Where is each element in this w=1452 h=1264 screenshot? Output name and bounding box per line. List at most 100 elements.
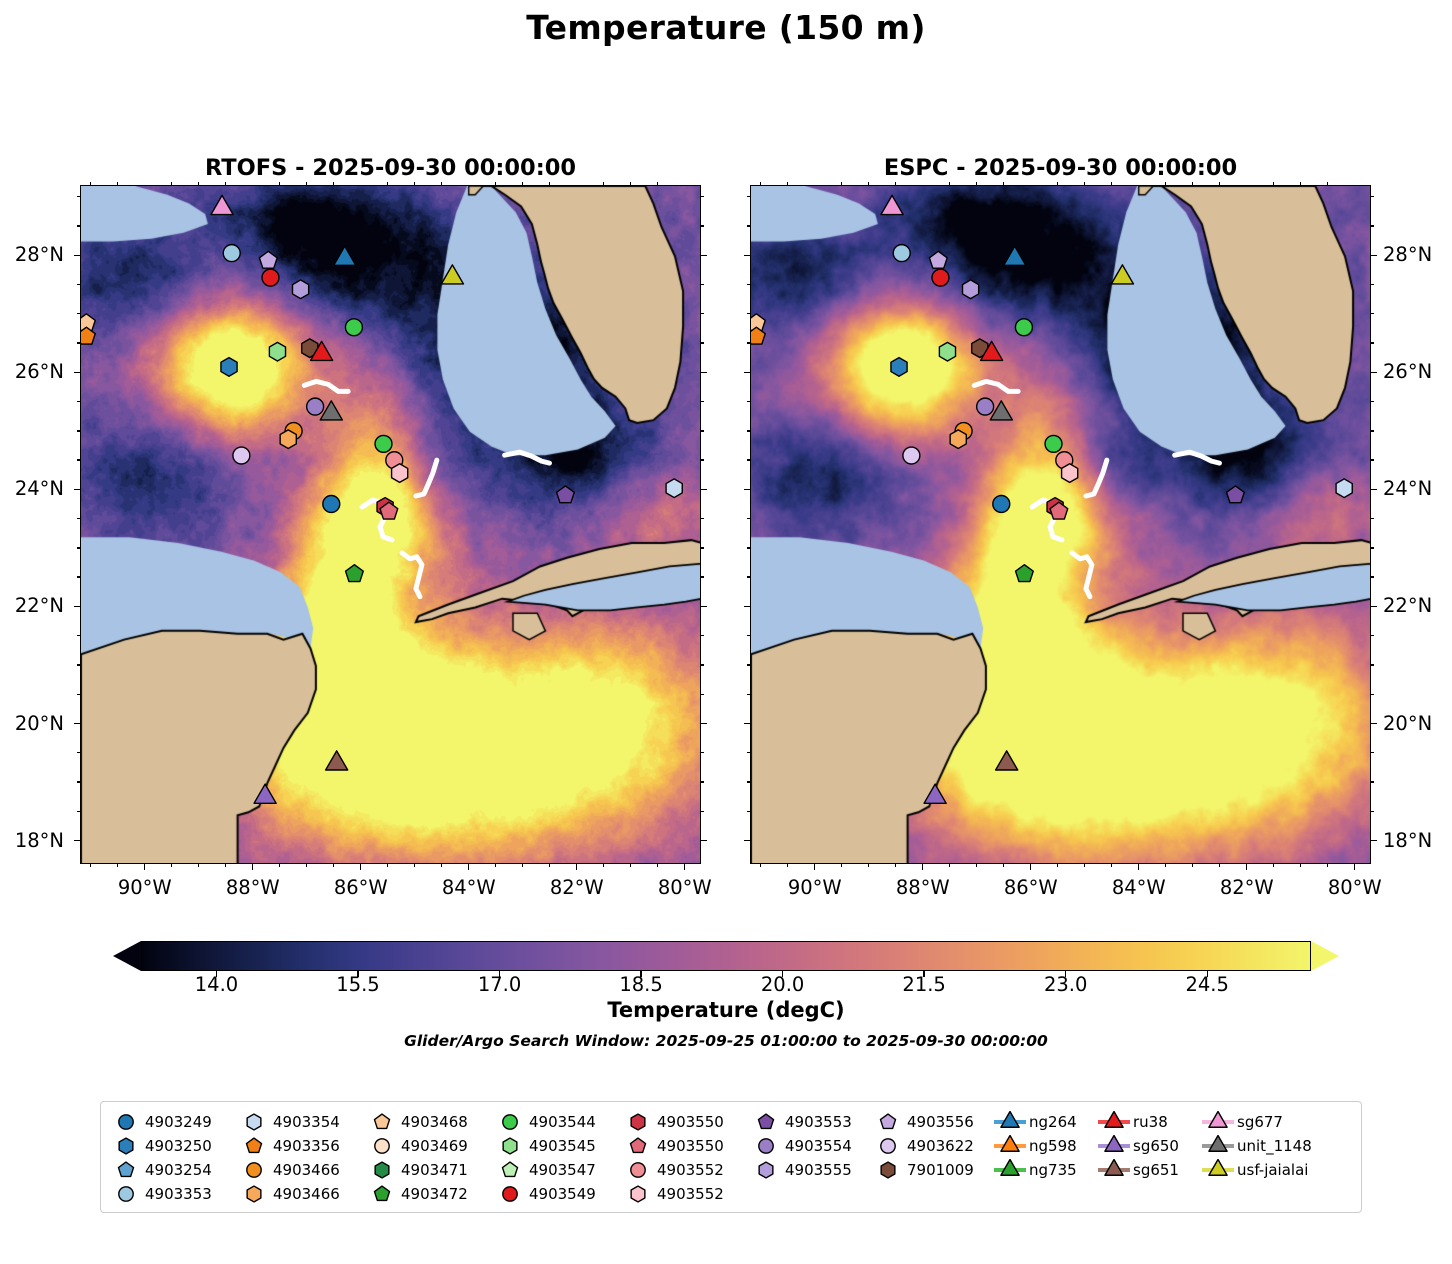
legend-entry-sg650[interactable]: sg650 xyxy=(1097,1134,1201,1158)
map-marker-4903553[interactable] xyxy=(555,485,575,504)
legend-entry-4903556[interactable]: 4903556 xyxy=(871,1110,993,1134)
legend-entry-4903466[interactable]: 4903466 xyxy=(237,1182,365,1206)
map-marker-4903472[interactable] xyxy=(344,564,364,583)
lat-minor-tick xyxy=(1371,664,1374,666)
map-marker-4903356[interactable] xyxy=(81,326,96,345)
legend-entry-4903553[interactable]: 4903553 xyxy=(749,1110,871,1134)
map-marker-ru38[interactable] xyxy=(979,340,1004,362)
map-marker-4903552b[interactable] xyxy=(1060,463,1079,484)
map-marker-4903249[interactable] xyxy=(322,494,341,514)
legend-entry-4903547[interactable]: 4903547 xyxy=(493,1158,621,1182)
map-marker-4903550b[interactable] xyxy=(379,501,399,520)
map-marker-4903549[interactable] xyxy=(931,268,950,287)
map-marker-sg677[interactable] xyxy=(210,194,234,216)
legend-entry-4903356[interactable]: 4903356 xyxy=(237,1134,365,1158)
map-marker-usf-jaialai[interactable] xyxy=(1110,264,1135,285)
legend-entry-4903552[interactable]: 4903552 xyxy=(621,1182,749,1206)
map-marker-4903472[interactable] xyxy=(1014,564,1034,583)
map-marker-4903554[interactable] xyxy=(975,397,995,416)
map-marker-4903354[interactable] xyxy=(1335,478,1353,499)
legend-entry-4903550[interactable]: 4903550 xyxy=(621,1134,749,1158)
map-marker-4903556[interactable] xyxy=(928,250,948,269)
map-marker-4903554[interactable] xyxy=(305,397,325,416)
legend-entry-4903353[interactable]: 4903353 xyxy=(109,1182,237,1206)
legend-entry-4903469[interactable]: 4903469 xyxy=(365,1134,493,1158)
lon-minor-tick xyxy=(117,864,119,867)
lat-minor-tick xyxy=(1371,459,1374,461)
legend-entry-usf-jaialai[interactable]: usf-jaialai xyxy=(1201,1158,1313,1182)
map-marker-4903249[interactable] xyxy=(992,494,1011,514)
map-marker-4903549[interactable] xyxy=(261,268,280,287)
map-marker-4903544b[interactable] xyxy=(1044,434,1063,454)
map-marker-4903354[interactable] xyxy=(665,478,683,499)
legend-entry-4903554[interactable]: 4903554 xyxy=(749,1134,871,1158)
map-marker-4903550b[interactable] xyxy=(1049,501,1069,520)
legend-entry-sg651[interactable]: sg651 xyxy=(1097,1158,1201,1182)
legend-entry-4903249[interactable]: 4903249 xyxy=(109,1110,237,1134)
legend-entry-4903545[interactable]: 4903545 xyxy=(493,1134,621,1158)
lat-minor-tick xyxy=(77,459,80,461)
map-marker-4903250[interactable] xyxy=(890,356,908,377)
map-marker-ng264[interactable] xyxy=(332,245,357,267)
map-marker-sg650[interactable] xyxy=(253,783,277,804)
map-marker-4903250[interactable] xyxy=(220,356,238,377)
legend-entry-unit_1148[interactable]: unit_1148 xyxy=(1201,1134,1313,1158)
legend-entry-4903622[interactable]: 4903622 xyxy=(871,1134,993,1158)
map-marker-4903556[interactable] xyxy=(258,250,278,269)
legend-entry-ng598[interactable]: ng598 xyxy=(993,1134,1097,1158)
map-marker-4903545[interactable] xyxy=(268,341,287,362)
lon-minor-tick xyxy=(333,864,335,867)
map-marker-sg650[interactable] xyxy=(923,783,947,804)
map-marker-7901009[interactable] xyxy=(970,338,989,359)
legend-entry-4903555[interactable]: 4903555 xyxy=(749,1158,871,1182)
colorbar-tick xyxy=(215,971,218,977)
map-marker-4903544b[interactable] xyxy=(374,434,393,454)
lon-tick xyxy=(814,864,816,870)
legend-entry-4903472[interactable]: 4903472 xyxy=(365,1182,493,1206)
map-marker-ng264[interactable] xyxy=(1002,245,1027,267)
map-marker-sg677[interactable] xyxy=(880,194,904,216)
legend-entry-ng735[interactable]: ng735 xyxy=(993,1158,1097,1182)
map-marker-4903553[interactable] xyxy=(1225,485,1245,504)
map-marker-usf-jaialai[interactable] xyxy=(440,264,465,285)
map-marker-4903466b[interactable] xyxy=(279,429,297,450)
map-marker-4903466b[interactable] xyxy=(949,429,967,450)
map-marker-4903544[interactable] xyxy=(1014,318,1034,337)
lat-minor-tick xyxy=(77,781,80,783)
map-marker-4903545[interactable] xyxy=(938,341,957,362)
legend-entry-7901009[interactable]: 7901009 xyxy=(871,1158,993,1182)
map-marker-sg651[interactable] xyxy=(994,750,1019,771)
lat-minor-tick xyxy=(1371,517,1374,520)
map-marker-4903353[interactable] xyxy=(892,243,911,263)
map-panel-espc[interactable] xyxy=(750,185,1371,864)
legend-entry-4903250[interactable]: 4903250 xyxy=(109,1134,237,1158)
lat-minor-tick xyxy=(77,400,80,403)
map-panel-rtofs[interactable] xyxy=(80,185,701,864)
map-marker-4903544[interactable] xyxy=(344,318,364,337)
legend-entry-4903552[interactable]: 4903552 xyxy=(621,1158,749,1182)
map-marker-sg651[interactable] xyxy=(324,750,349,771)
map-marker-4903622[interactable] xyxy=(232,446,251,465)
map-marker-4903622[interactable] xyxy=(902,446,921,465)
legend-entry-4903254[interactable]: 4903254 xyxy=(109,1158,237,1182)
map-marker-4903353[interactable] xyxy=(222,243,241,263)
legend-entry-4903544[interactable]: 4903544 xyxy=(493,1110,621,1134)
legend-entry-4903550[interactable]: 4903550 xyxy=(621,1110,749,1134)
map-marker-4903555[interactable] xyxy=(291,279,310,300)
legend-entry-ng264[interactable]: ng264 xyxy=(993,1110,1097,1134)
legend-entry-4903549[interactable]: 4903549 xyxy=(493,1182,621,1206)
map-marker-4903555[interactable] xyxy=(961,279,980,300)
map-marker-4903552b[interactable] xyxy=(390,463,409,484)
lon-tick-label: 90°W xyxy=(787,876,842,899)
legend-entry-4903354[interactable]: 4903354 xyxy=(237,1110,365,1134)
legend-entry-ru38[interactable]: ru38 xyxy=(1097,1110,1201,1134)
legend-entry-sg677[interactable]: sg677 xyxy=(1201,1110,1313,1134)
legend-entry-4903468[interactable]: 4903468 xyxy=(365,1110,493,1134)
map-marker-unit_1148[interactable] xyxy=(989,400,1014,421)
legend-entry-4903466[interactable]: 4903466 xyxy=(237,1158,365,1182)
map-marker-4903356[interactable] xyxy=(751,326,766,345)
legend-entry-4903471[interactable]: 4903471 xyxy=(365,1158,493,1182)
map-marker-ru38[interactable] xyxy=(309,340,334,362)
map-marker-7901009[interactable] xyxy=(300,338,319,359)
map-marker-unit_1148[interactable] xyxy=(319,400,344,421)
